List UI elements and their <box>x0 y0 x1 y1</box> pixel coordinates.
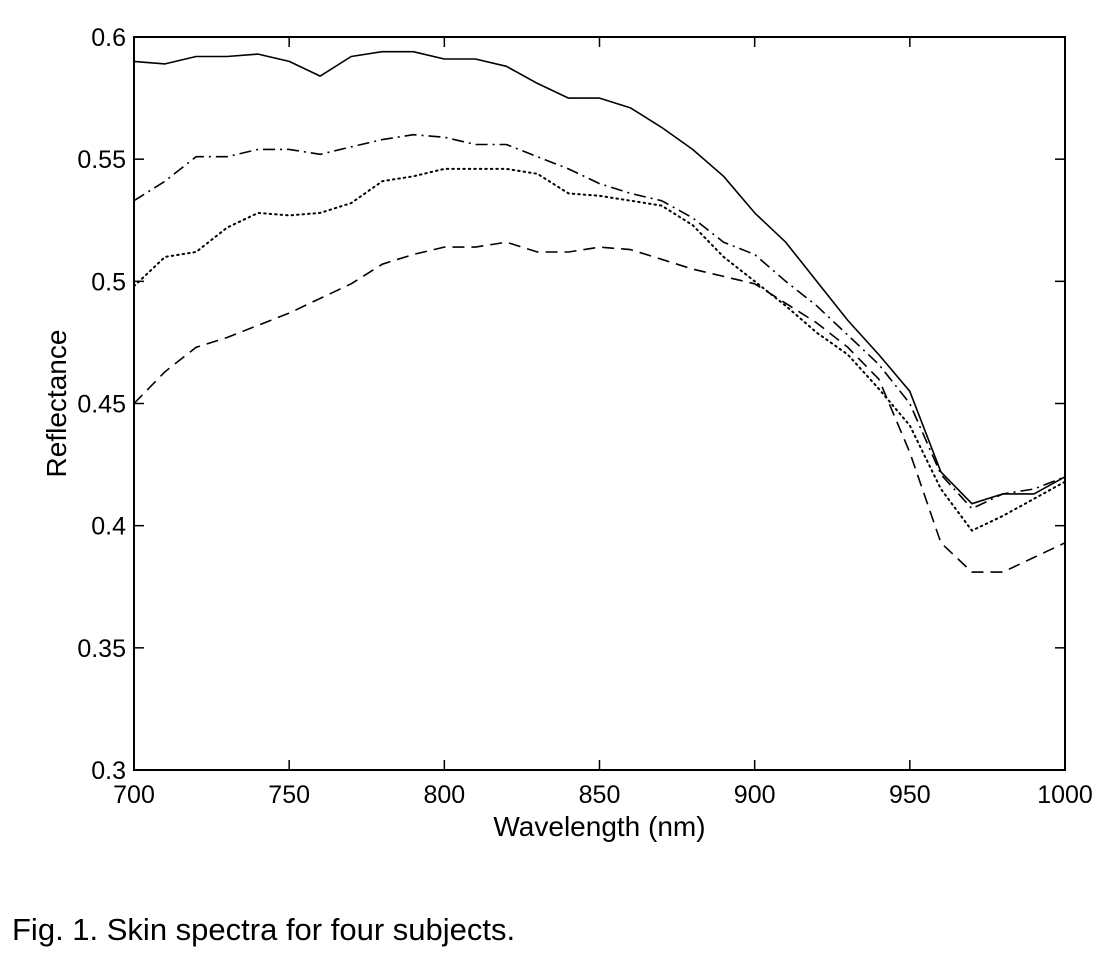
y-tick-label: 0.5 <box>91 268 126 296</box>
axis-ticks <box>133 36 1066 771</box>
x-axis-label: Wavelength (nm) <box>493 811 705 842</box>
x-tick-label: 800 <box>423 781 465 809</box>
x-tick-label: 1000 <box>1037 781 1093 809</box>
series-line-dashdot <box>133 133 1066 510</box>
series-line-dotted <box>133 167 1066 532</box>
figure-caption: Fig. 1. Skin spectra for four subjects. <box>12 912 516 947</box>
x-tick-label: 900 <box>734 781 776 809</box>
series-line-dashed <box>133 241 1066 573</box>
y-tick-label: 0.6 <box>91 24 126 52</box>
y-tick-label: 0.4 <box>91 513 126 541</box>
x-tick-label: 850 <box>579 781 621 809</box>
plot-frame <box>133 36 1066 771</box>
series-line-solid <box>133 50 1066 505</box>
x-tick-label: 750 <box>268 781 310 809</box>
y-tick-label: 0.55 <box>77 146 126 174</box>
x-tick-label: 700 <box>113 781 155 809</box>
x-tick-label: 950 <box>889 781 931 809</box>
y-tick-label: 0.45 <box>77 391 126 419</box>
y-tick-label: 0.3 <box>91 757 126 785</box>
series-lines <box>133 50 1066 573</box>
y-tick-label: 0.35 <box>77 635 126 663</box>
axis-tick-labels: 700 750 800 850 900 950 1000 0.3 0.35 0.4 0.45 0.5 0… <box>77 24 1092 809</box>
y-axis-label: Reflectance <box>41 330 72 478</box>
skin-spectra-chart: 700 750 800 850 900 950 1000 0.3 0.35 0.4 0.45 0.5 0… <box>41 24 1093 842</box>
